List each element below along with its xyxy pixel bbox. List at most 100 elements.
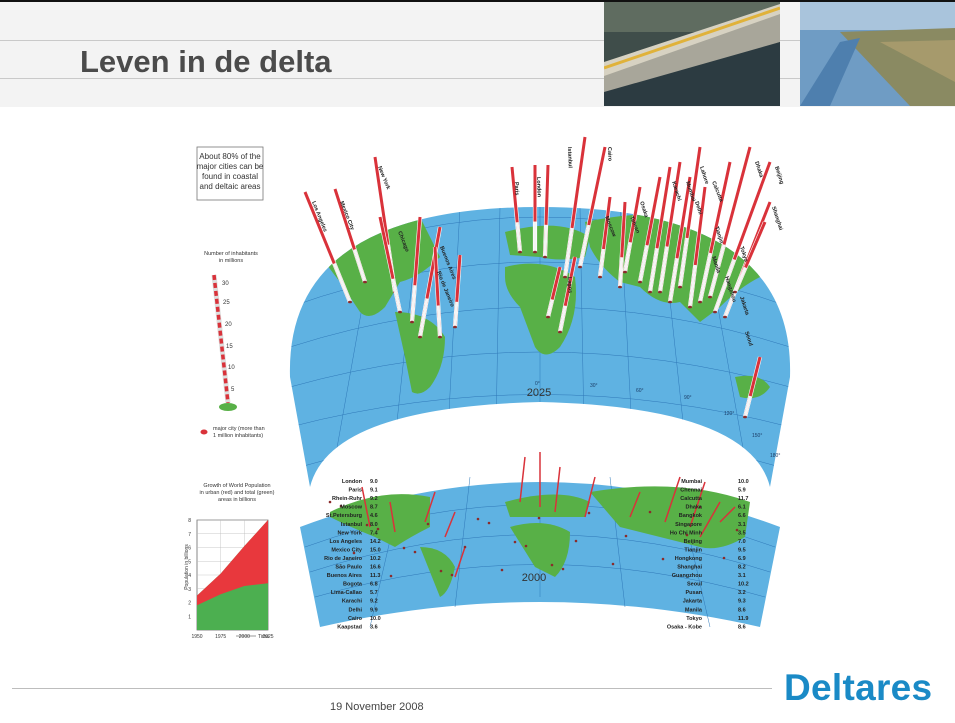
city-name: Ho Chi Minh <box>670 530 703 536</box>
city-pole-label: Dhaka <box>753 161 764 179</box>
city-dot-2000 <box>722 556 726 560</box>
callout-line: About 80% of the <box>199 152 261 161</box>
city-value: 9.1 <box>370 488 378 494</box>
city-value: 3.2 <box>738 590 746 596</box>
city-pole-white-segment <box>668 258 679 303</box>
slide-date: 19 November 2008 <box>330 701 424 713</box>
city-pole-base <box>418 335 422 339</box>
city-name: Lima-Callao <box>331 590 363 596</box>
city-pole-base <box>708 295 712 299</box>
city-pole-white-segment <box>698 252 712 303</box>
city-pole-white-segment <box>648 248 659 293</box>
city-value: 5.9 <box>738 488 746 494</box>
city-value: 11.7 <box>738 496 748 502</box>
scale-tick: 5 <box>231 387 235 393</box>
city-dot-2000 <box>561 567 565 571</box>
city-dot-2000 <box>513 540 517 544</box>
city-pole-label: Karachi <box>670 181 682 202</box>
city-pole-base <box>698 300 702 304</box>
city-name: New York <box>337 530 362 536</box>
city-pole-2000 <box>584 476 596 518</box>
city-value: 6.9 <box>738 556 746 562</box>
city-pole-white-segment <box>558 305 567 333</box>
city-pole-base <box>678 285 682 289</box>
city-dot-2000 <box>476 517 480 521</box>
city-value: 8.0 <box>370 522 378 528</box>
city-value: 6.8 <box>370 582 378 588</box>
city-name: Hongkong <box>675 556 702 562</box>
city-pole-base <box>398 310 402 314</box>
city-pole-2000 <box>389 501 396 533</box>
city-value: 11.3 <box>370 573 380 579</box>
scale-tick: 25 <box>223 300 230 306</box>
city-pole-base <box>648 290 652 294</box>
city-pole-white-segment <box>708 244 726 298</box>
city-name: Tokyo <box>686 616 702 622</box>
city-pole-white-segment <box>546 299 554 318</box>
meridian-labels-2025: 0° 30° 60° 90° 120° 150° 180° <box>535 381 780 459</box>
y-tick-label: 7 <box>188 532 191 538</box>
city-list-right: Mumbai 10.0 Chennai 5.9 Calcutta 11.7 Dhaka 6.1… <box>667 479 749 630</box>
city-pole-label: Paris <box>513 182 519 196</box>
meridian-label: 0° <box>535 381 540 387</box>
y-tick-label: 8 <box>188 518 191 524</box>
city-pole-label: Beijing <box>773 166 784 185</box>
city-dot-2000 <box>413 550 417 554</box>
city-pole-base <box>723 315 727 319</box>
city-name: Bogota <box>343 582 363 588</box>
y-tick-label: 1 <box>188 614 191 620</box>
city-dot-2000 <box>389 574 393 578</box>
city-pole-base <box>713 310 717 314</box>
city-pole-base <box>638 280 642 284</box>
city-value: 14.2 <box>370 539 381 545</box>
city-dot-2000 <box>328 500 332 504</box>
city-name: Delhi <box>349 607 363 613</box>
scale-pole <box>212 274 230 404</box>
city-pole-2000 <box>699 501 721 538</box>
city-pole-label: Osaka <box>638 201 649 219</box>
city-poles-2000 <box>328 452 739 578</box>
city-pole-white-segment <box>658 246 669 293</box>
city-value: 7.0 <box>738 539 746 545</box>
y-tick-label: 5 <box>188 559 191 565</box>
city-name: Shanghai <box>677 565 702 571</box>
city-name: Rhein-Ruhr <box>332 496 363 502</box>
legend-line: major city (more than <box>213 426 265 432</box>
city-value: 3.5 <box>738 530 746 536</box>
city-pole-base <box>598 275 602 279</box>
city-value: 8.7 <box>370 505 378 511</box>
scale-base <box>219 403 237 411</box>
x-tick-label: 1975 <box>215 634 226 640</box>
bridge-photo <box>604 2 780 106</box>
city-dot-2000 <box>550 563 554 567</box>
city-pole-label: Jakarta <box>738 296 750 317</box>
city-pole-base <box>658 290 662 294</box>
city-name: Bangkok <box>679 513 703 519</box>
city-dot-2000 <box>487 521 491 525</box>
city-pole-white-segment <box>353 248 367 283</box>
major-city-legend: major city (more than 1 million inhabita… <box>200 426 265 439</box>
city-value: 3.6 <box>370 624 378 630</box>
city-value: 6.1 <box>738 505 746 511</box>
city-pole-white-segment <box>733 266 747 293</box>
city-value: 8.2 <box>738 565 746 571</box>
city-pole-base <box>410 320 414 324</box>
city-name: Calcutta <box>680 496 703 502</box>
city-value: 11.9 <box>738 616 748 622</box>
city-dot-2000 <box>698 505 702 509</box>
inhabitants-scale: Number of inhabitants in millions 30 25 … <box>204 251 258 411</box>
y-tick-label: 4 <box>188 573 191 579</box>
meridian-label: 30° <box>590 383 598 389</box>
city-name: Manila <box>685 607 703 613</box>
city-pole-white-segment <box>743 395 752 418</box>
city-name: Beijing <box>684 539 702 545</box>
city-pole-base <box>438 335 442 339</box>
city-pole-base <box>618 285 622 289</box>
city-pole-label: Istanbul <box>566 147 573 169</box>
city-value: 4.6 <box>370 513 378 519</box>
city-dot-2000 <box>574 539 578 543</box>
city-dot-2000 <box>463 545 467 549</box>
delta-cities-figure: About 80% of the major cities can be fou… <box>184 136 791 640</box>
slide-title: Leven in de delta <box>80 44 332 79</box>
